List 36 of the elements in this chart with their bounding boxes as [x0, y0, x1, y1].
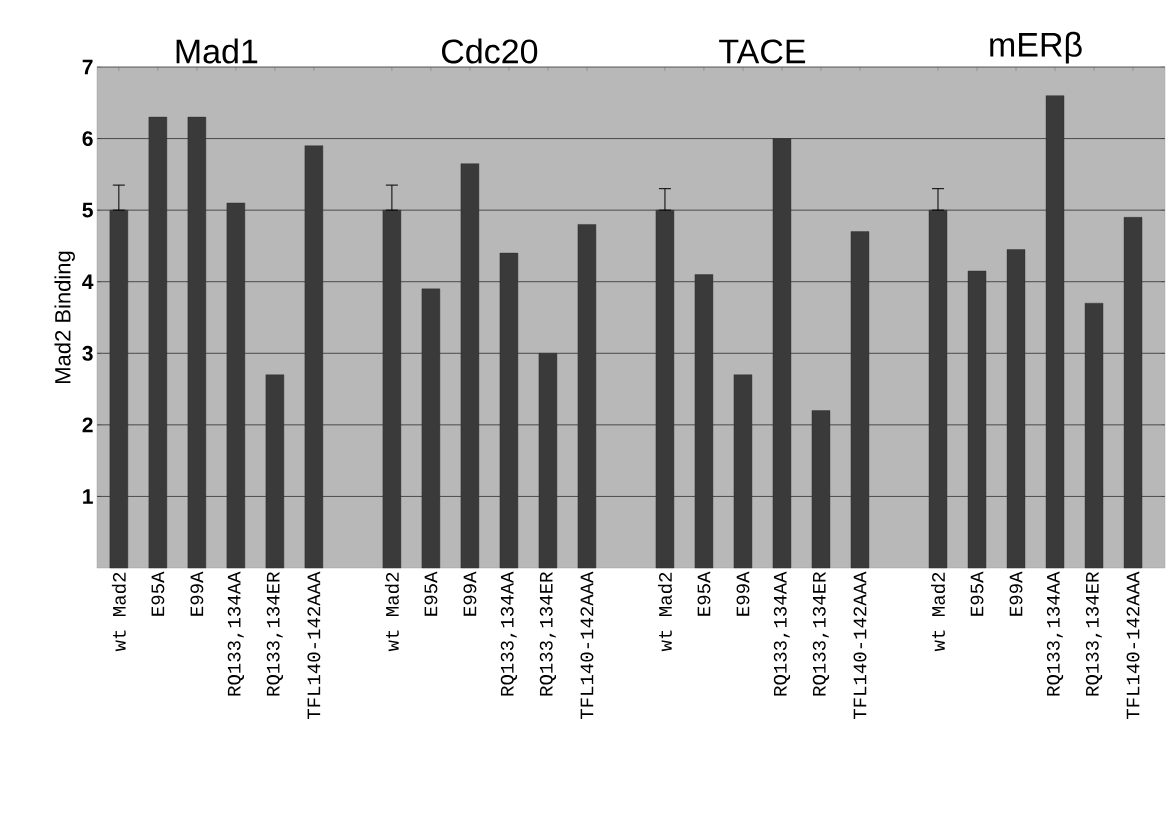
x-tick-label: E99A [1009, 571, 1023, 616]
y-axis-title: Mad2 Binding [54, 251, 75, 383]
x-tick-label: E99A [736, 571, 750, 616]
x-tick-label: E95A [697, 571, 711, 616]
x-tick-label: E95A [970, 571, 984, 616]
x-tick-label: RQ133,134AA [1046, 571, 1064, 696]
x-tick-label: E99A [463, 571, 477, 616]
text: Cdc20 [442, 38, 538, 64]
x-tick-label: TFL140-142AAA [1126, 571, 1140, 720]
x-tick-label: TFL140-142AAA [307, 571, 321, 720]
y-tick-label: 6 [82, 131, 93, 147]
y-tick-label: 2 [82, 417, 93, 433]
text: TACE [719, 39, 806, 64]
x-tick-label: E95A [151, 571, 165, 616]
x-tick-label: wt Mad2 [384, 572, 399, 652]
x-tick-label: E95A [424, 571, 438, 616]
x-tick-label: RQ133,134ER [539, 572, 557, 696]
x-tick-label: RQ133,134ER [1085, 572, 1103, 696]
x-tick-label: TFL140-142AAA [853, 571, 867, 720]
x-tick-label: RQ133,134ER [812, 572, 830, 696]
x-tick-label: RQ133,134AA [227, 571, 245, 696]
text: Mad1 [176, 38, 258, 64]
x-tick-label: RQ133,134AA [773, 571, 791, 696]
x-tick-label: RQ133,134AA [500, 571, 518, 696]
y-tick-label: 5 [82, 202, 93, 218]
x-tick-label: wt Mad2 [111, 572, 126, 652]
y-tick-label: 3 [82, 345, 93, 361]
text: mERβ [990, 31, 1082, 64]
y-tick-label: 4 [82, 274, 94, 289]
y-tick-label: 7 [82, 59, 93, 75]
y-tick-label: 1 [83, 489, 93, 504]
x-tick-label: wt Mad2 [930, 572, 945, 652]
x-tick-label: E99A [190, 571, 204, 616]
x-tick-label: TFL140-142AAA [580, 571, 594, 720]
x-tick-label: wt Mad2 [657, 572, 672, 652]
x-tick-label: RQ133,134ER [266, 572, 284, 696]
